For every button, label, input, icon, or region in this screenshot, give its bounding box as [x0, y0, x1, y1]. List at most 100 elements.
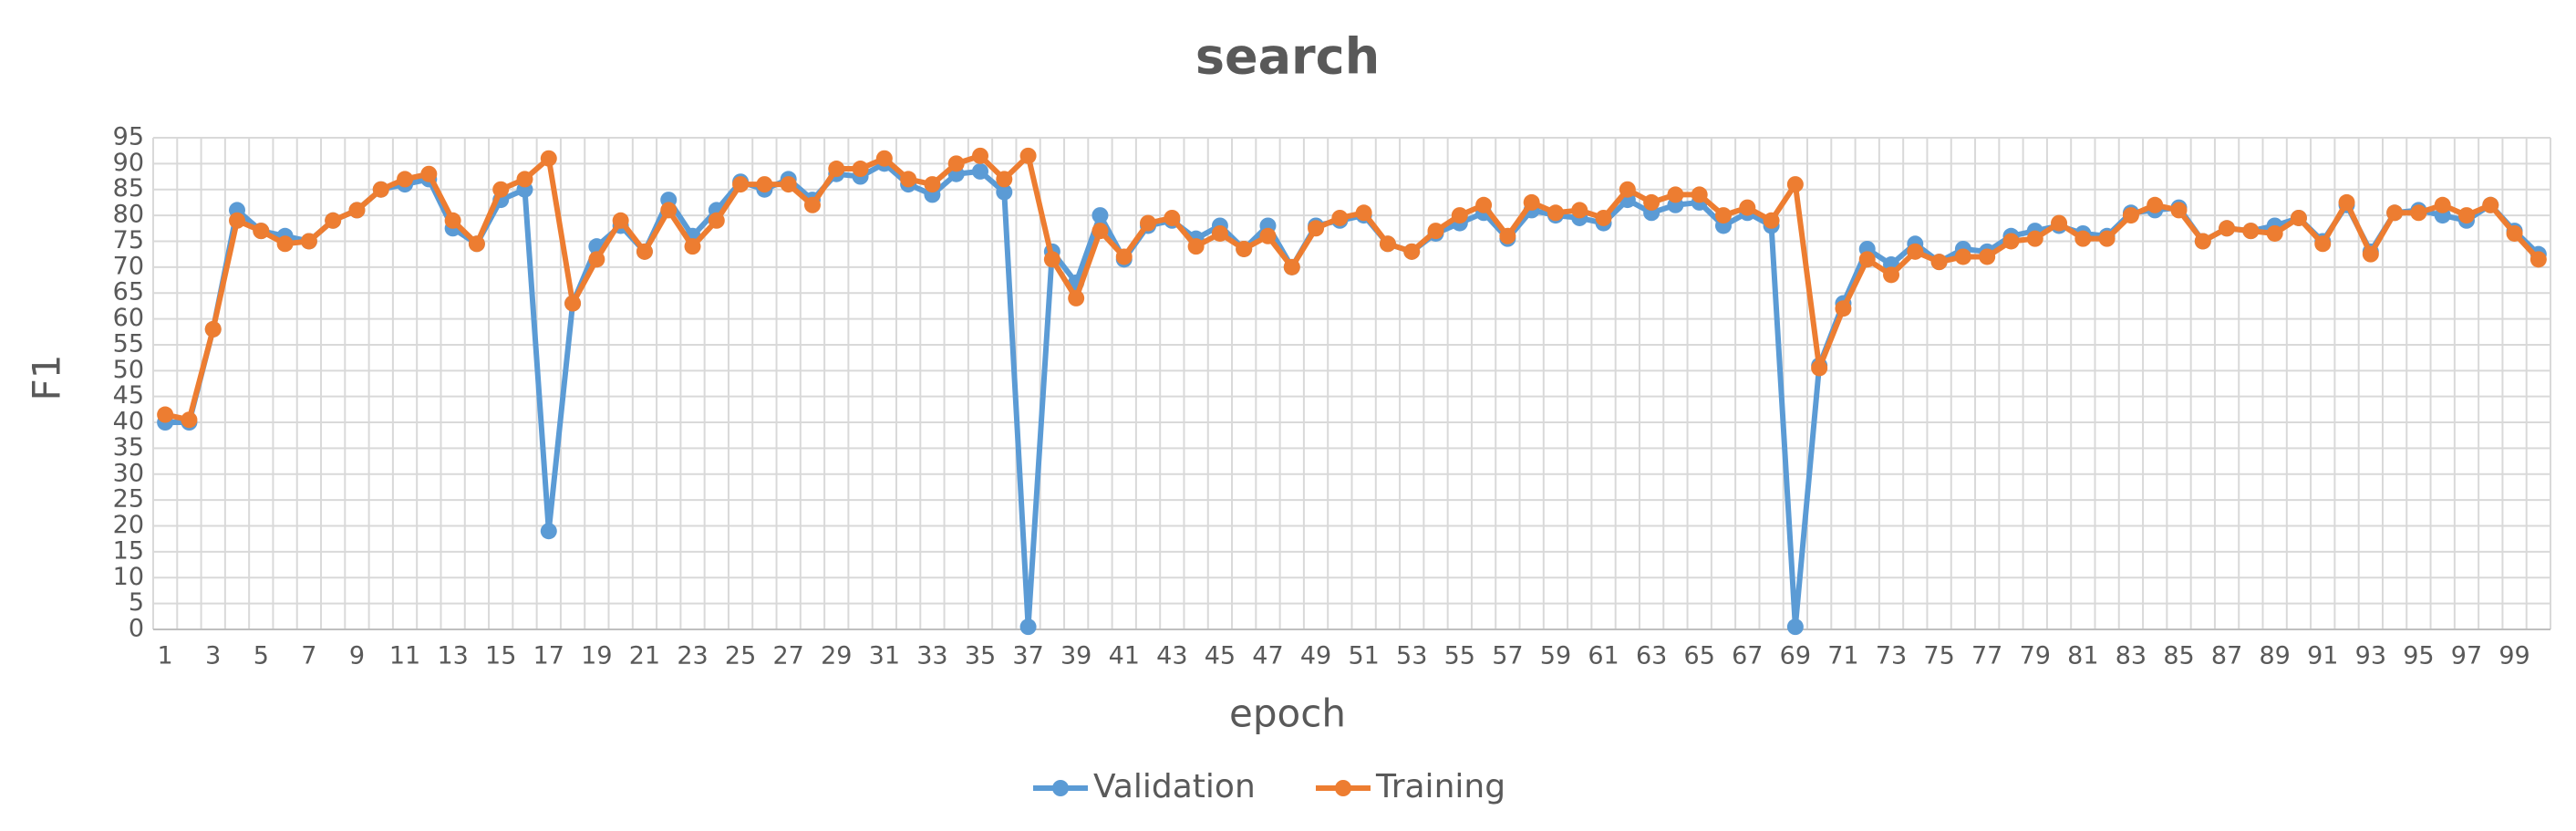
marker — [2098, 230, 2116, 247]
y-tick-label: 70 — [113, 252, 144, 280]
x-tick-label: 35 — [965, 642, 996, 670]
x-tick-label: 47 — [1252, 642, 1283, 670]
x-tick-label: 83 — [2116, 642, 2147, 670]
x-tick-label: 71 — [1827, 642, 1858, 670]
marker — [2074, 230, 2092, 247]
marker — [1835, 300, 1852, 317]
legend-label: Training — [1375, 768, 1505, 805]
marker — [780, 176, 797, 193]
marker — [2506, 224, 2523, 242]
marker — [803, 196, 821, 213]
x-tick-label: 95 — [2403, 642, 2434, 670]
marker — [2529, 251, 2547, 268]
x-tick-label: 67 — [1732, 642, 1763, 670]
marker — [1068, 289, 1085, 306]
marker — [325, 212, 342, 229]
marker — [1187, 238, 1205, 255]
marker — [229, 212, 246, 229]
marker — [972, 147, 989, 164]
x-tick-label: 33 — [916, 642, 947, 670]
marker — [612, 212, 629, 229]
x-tick-label: 51 — [1348, 642, 1379, 670]
legend-marker — [1335, 780, 1351, 796]
marker — [852, 161, 869, 178]
x-tick-label: 63 — [1636, 642, 1667, 670]
marker — [1236, 240, 1253, 257]
x-tick-label: 55 — [1444, 642, 1475, 670]
marker — [947, 155, 965, 172]
marker — [2266, 224, 2283, 242]
marker — [2147, 196, 2164, 213]
x-tick-label: 45 — [1205, 642, 1236, 670]
marker — [1571, 202, 1588, 219]
y-tick-label: 75 — [113, 226, 144, 254]
y-tick-label: 30 — [113, 459, 144, 487]
marker — [1595, 209, 1612, 226]
marker — [2122, 207, 2139, 224]
x-tick-label: 79 — [2020, 642, 2051, 670]
x-tick-label: 1 — [158, 642, 173, 670]
x-tick-label: 9 — [349, 642, 365, 670]
y-tick-label: 40 — [113, 408, 144, 436]
y-tick-label: 90 — [113, 149, 144, 177]
x-tick-label: 21 — [629, 642, 660, 670]
marker — [2338, 193, 2355, 211]
x-tick-label: 97 — [2451, 642, 2482, 670]
x-tick-label: 37 — [1012, 642, 1043, 670]
marker — [1954, 248, 1971, 265]
y-tick-label: 80 — [113, 201, 144, 229]
y-tick-label: 65 — [113, 278, 144, 306]
y-tick-label: 85 — [113, 174, 144, 203]
marker — [996, 171, 1013, 188]
x-tick-label: 87 — [2211, 642, 2242, 670]
marker — [1043, 251, 1060, 268]
marker — [708, 212, 725, 229]
marker — [828, 161, 845, 178]
x-tick-label: 99 — [2498, 642, 2529, 670]
marker — [540, 523, 557, 540]
marker — [1619, 181, 1636, 198]
x-tick-label: 81 — [2067, 642, 2098, 670]
marker — [1451, 207, 1468, 224]
legend-marker — [1052, 780, 1069, 796]
marker — [2290, 209, 2307, 226]
y-tick-label: 45 — [113, 381, 144, 410]
y-tick-label: 25 — [113, 485, 144, 514]
marker — [1858, 251, 1876, 268]
marker — [1140, 214, 1157, 232]
marker — [2051, 214, 2068, 232]
x-tick-label: 41 — [1109, 642, 1140, 670]
marker — [2194, 233, 2211, 250]
marker — [1547, 204, 1564, 222]
x-tick-label: 57 — [1492, 642, 1523, 670]
marker — [516, 171, 533, 188]
marker — [1019, 618, 1037, 636]
marker — [996, 183, 1013, 201]
marker — [1259, 227, 1277, 244]
x-tick-label: 31 — [869, 642, 900, 670]
x-tick-label: 75 — [1923, 642, 1954, 670]
marker — [684, 238, 701, 255]
marker — [253, 223, 270, 240]
marker — [732, 176, 750, 193]
marker — [924, 176, 941, 193]
marker — [588, 251, 605, 268]
marker — [2434, 196, 2451, 213]
x-tick-label: 15 — [485, 642, 516, 670]
x-tick-label: 23 — [677, 642, 708, 670]
chart-title: search — [1195, 28, 1380, 86]
marker — [1355, 204, 1372, 222]
marker — [1427, 223, 1444, 240]
x-tick-label: 43 — [1156, 642, 1187, 670]
marker — [2457, 207, 2475, 224]
marker — [2410, 204, 2427, 222]
x-tick-label: 27 — [773, 642, 804, 670]
y-tick-label: 55 — [113, 329, 144, 358]
y-tick-label: 50 — [113, 356, 144, 384]
marker — [2002, 233, 2020, 250]
marker — [1091, 223, 1109, 240]
marker — [1811, 359, 1828, 377]
x-tick-label: 5 — [253, 642, 269, 670]
y-tick-label: 60 — [113, 304, 144, 332]
marker — [2386, 204, 2404, 222]
